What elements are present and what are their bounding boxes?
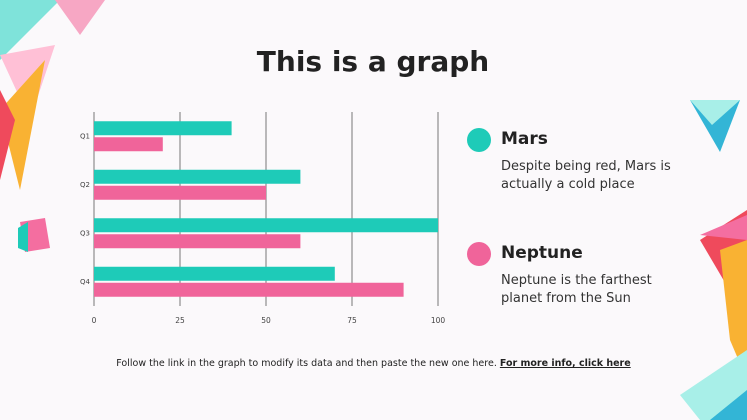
- legend-label: Mars: [501, 129, 548, 149]
- y-tick-label: Q1: [80, 132, 90, 140]
- bar: [94, 137, 163, 152]
- bar: [94, 121, 232, 136]
- y-tick-label: Q2: [80, 181, 90, 189]
- x-tick-label: 100: [431, 316, 446, 325]
- x-tick-label: 25: [175, 316, 185, 325]
- chart-title: This is a graph: [257, 45, 489, 78]
- footer: Follow the link in the graph to modify i…: [0, 358, 747, 369]
- y-tick-label: Q3: [80, 229, 90, 237]
- legend-description: Neptune is the farthest planet from the …: [501, 273, 652, 306]
- legend-marker: [467, 128, 491, 152]
- bar: [94, 185, 266, 200]
- legend-description: Despite being red, Mars is actually a co…: [501, 159, 671, 192]
- x-tick-label: 50: [261, 316, 271, 325]
- bar: [94, 282, 404, 297]
- footer-text: Follow the link in the graph to modify i…: [116, 358, 497, 369]
- bar: [94, 218, 438, 233]
- y-tick-label: Q4: [80, 278, 91, 286]
- x-tick-label: 0: [92, 316, 97, 325]
- bar: [94, 234, 301, 249]
- info-link[interactable]: For more info, click here: [499, 358, 631, 369]
- bar: [94, 266, 335, 281]
- x-tick-label: 75: [347, 316, 357, 325]
- legend-marker: [467, 242, 491, 266]
- bar: [94, 169, 301, 184]
- legend-label: Neptune: [501, 243, 583, 263]
